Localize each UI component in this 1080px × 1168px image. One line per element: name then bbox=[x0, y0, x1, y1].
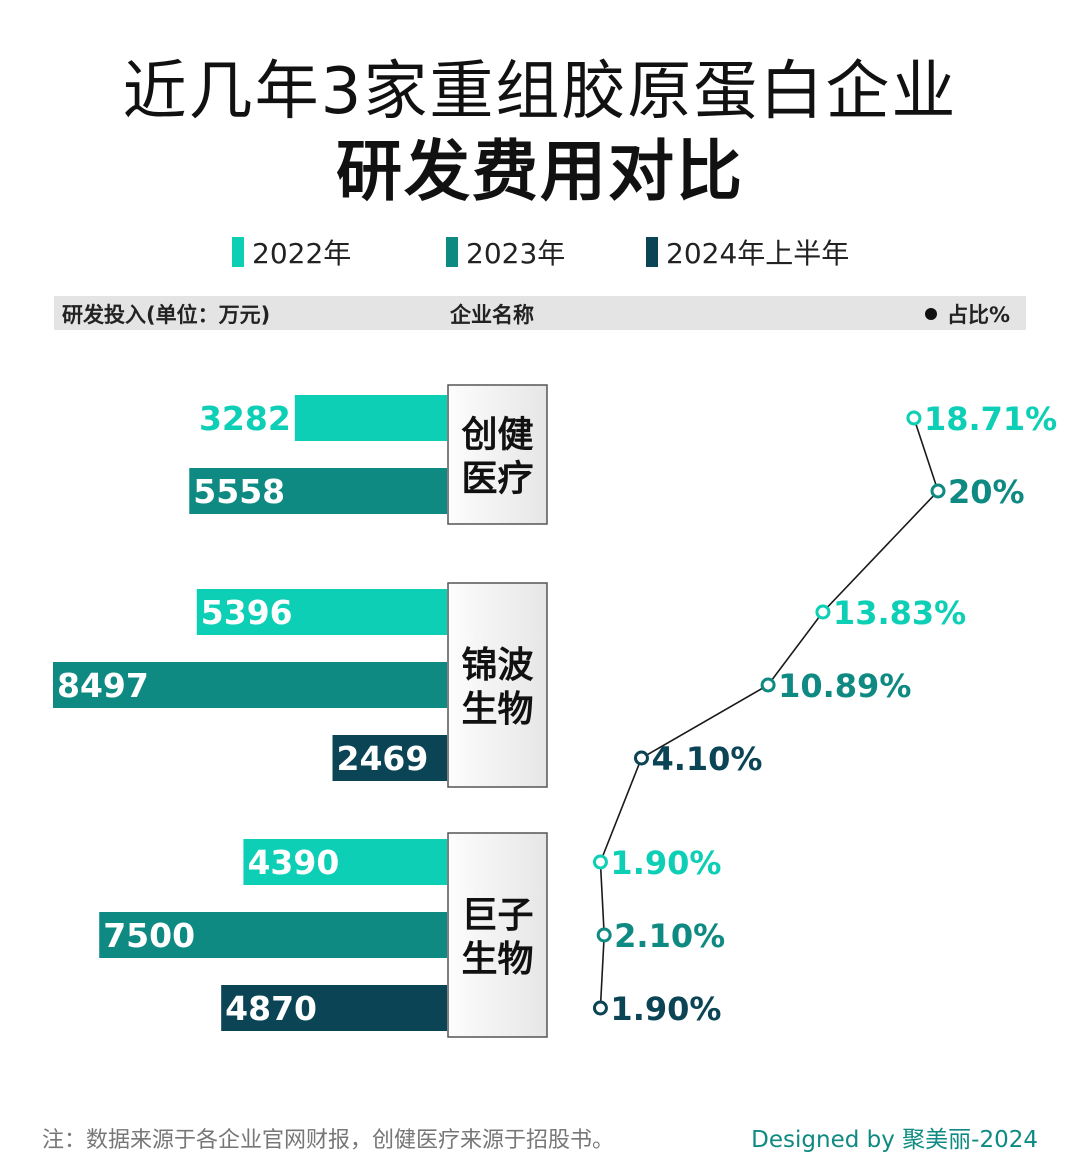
ratio-point-创健医疗-2023年 bbox=[930, 483, 946, 499]
company-box-巨子生物 bbox=[447, 832, 548, 1038]
ratio-label-巨子生物-2024年上半年: 1.90% bbox=[610, 990, 721, 1028]
bar-创健医疗-2023年 bbox=[189, 468, 447, 514]
chart-title-line-2: 研发费用对比 bbox=[336, 133, 744, 210]
company-label-巨子生物-line-2: 生物 bbox=[461, 939, 533, 980]
chart-title-line-1: 近几年3家重组胶原蛋白企业 bbox=[122, 55, 958, 129]
header-company-label: 企业名称 bbox=[450, 303, 534, 327]
ratio-label-巨子生物-2023年: 2.10% bbox=[614, 917, 725, 955]
legend-swatch-2023 bbox=[446, 237, 458, 267]
bar-巨子生物-2024年上半年 bbox=[221, 985, 447, 1031]
value-label-锦波生物-2023年: 8497 bbox=[57, 666, 149, 705]
legend-label-2024h1: 2024年上半年 bbox=[666, 237, 850, 270]
company-box-锦波生物 bbox=[447, 582, 548, 788]
value-label-锦波生物-2024年上半年: 2469 bbox=[337, 739, 429, 778]
legend-item-2022: 2022年 bbox=[232, 232, 351, 272]
table-header-bar: 研发投入(单位：万元) 企业名称 占比% bbox=[54, 296, 1026, 330]
footer-note: 注：数据来源于各企业官网财报，创健医疗来源于招股书。 bbox=[42, 1128, 615, 1153]
ratio-point-锦波生物-2023年 bbox=[760, 677, 776, 693]
bar-创健医疗-2022年 bbox=[294, 395, 447, 441]
value-label-创健医疗-2023年: 5558 bbox=[193, 472, 285, 511]
bar-锦波生物-2023年 bbox=[53, 662, 447, 708]
value-label-巨子生物-2024年上半年: 4870 bbox=[225, 989, 317, 1028]
ratio-label-锦波生物-2023年: 10.89% bbox=[778, 667, 911, 705]
legend: 2022年 2023年 2024年上半年 bbox=[0, 232, 1080, 270]
legend-item-2024h1: 2024年上半年 bbox=[646, 232, 849, 272]
ratio-line bbox=[599, 417, 939, 1009]
company-label-巨子生物-line-1: 巨子 bbox=[461, 895, 533, 936]
ratio-label-创健医疗-2023年: 20% bbox=[948, 473, 1025, 511]
value-label-巨子生物-2022年: 4390 bbox=[247, 843, 339, 882]
ratio-point-锦波生物-2022年 bbox=[815, 604, 831, 620]
ratio-point-巨子生物-2024年上半年 bbox=[592, 1000, 608, 1016]
ratio-point-创健医疗-2022年 bbox=[906, 410, 922, 426]
bar-巨子生物-2022年 bbox=[243, 839, 447, 885]
ratio-dot-icon bbox=[924, 308, 937, 320]
footer-credit: Designed by 聚美丽-2024 bbox=[751, 1127, 1038, 1153]
company-box-创健医疗 bbox=[447, 384, 548, 525]
ratio-point-巨子生物-2023年 bbox=[596, 927, 612, 943]
value-label-锦波生物-2022年: 5396 bbox=[201, 593, 293, 632]
ratio-label-锦波生物-2024年上半年: 4.10% bbox=[651, 740, 762, 778]
company-label-锦波生物-line-1: 锦波 bbox=[461, 645, 533, 686]
bar-锦波生物-2024年上半年 bbox=[332, 735, 447, 781]
ratio-label-锦波生物-2022年: 13.83% bbox=[833, 594, 966, 632]
value-label-巨子生物-2023年: 7500 bbox=[103, 916, 195, 955]
value-label-创健医疗-2022年: 3282 bbox=[199, 399, 291, 438]
legend-label-2022: 2022年 bbox=[252, 237, 352, 270]
ratio-label-创健医疗-2022年: 18.71% bbox=[924, 400, 1057, 438]
bar-巨子生物-2023年 bbox=[99, 912, 448, 958]
header-value-label: 研发投入(单位：万元) bbox=[62, 303, 271, 327]
legend-swatch-2024h1 bbox=[646, 237, 658, 267]
header-ratio-text: 占比% bbox=[946, 303, 1010, 327]
ratio-point-锦波生物-2024年上半年 bbox=[633, 750, 649, 766]
company-label-创健医疗-line-1: 创健 bbox=[461, 415, 533, 456]
header-ratio-label: 占比% bbox=[924, 299, 1010, 329]
company-label-锦波生物-line-2: 生物 bbox=[461, 689, 533, 730]
legend-item-2023: 2023年 bbox=[446, 232, 565, 272]
company-label-创健医疗-line-2: 医疗 bbox=[461, 459, 533, 500]
legend-label-2023: 2023年 bbox=[466, 237, 566, 270]
bar-锦波生物-2022年 bbox=[196, 589, 447, 635]
legend-swatch-2022 bbox=[232, 237, 244, 267]
ratio-label-巨子生物-2022年: 1.90% bbox=[610, 844, 721, 882]
ratio-point-巨子生物-2022年 bbox=[592, 854, 608, 870]
